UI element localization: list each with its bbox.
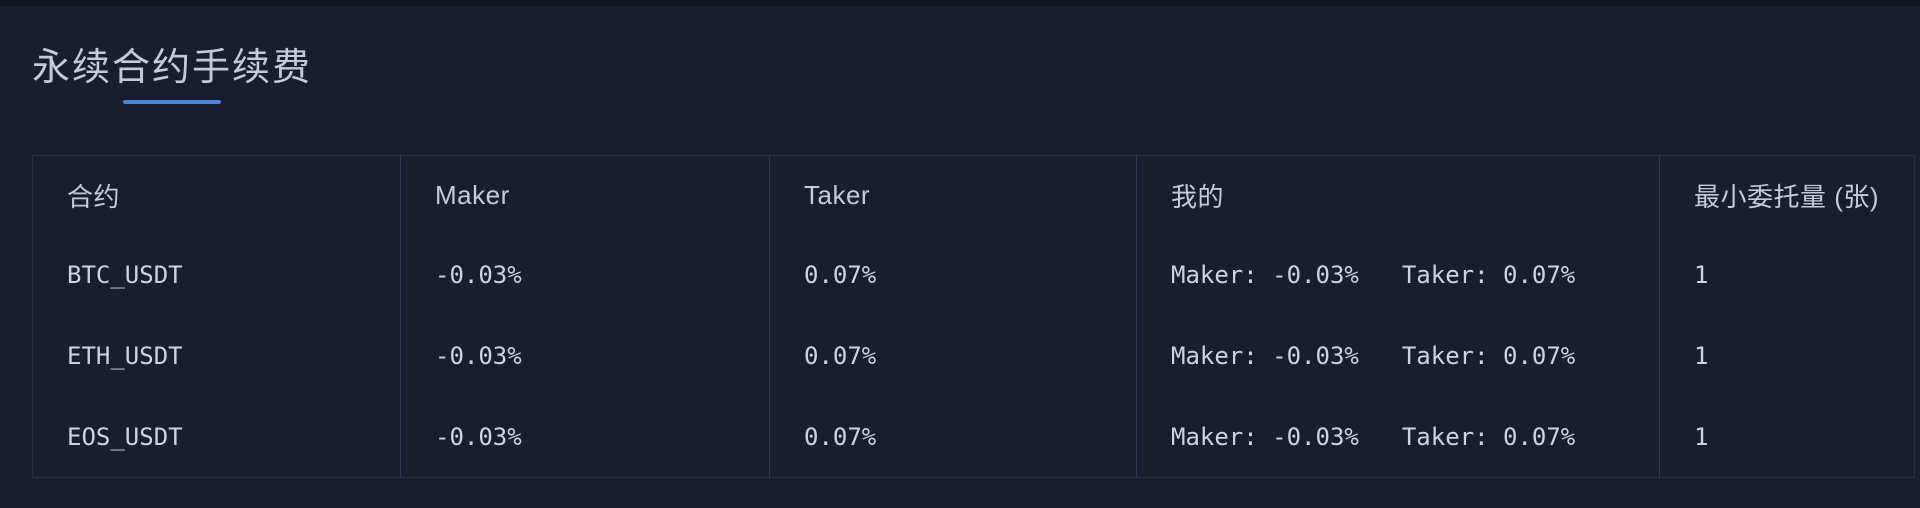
my-maker-fee: Maker: -0.03% [1171, 422, 1359, 451]
col-header-taker: Taker [770, 156, 1137, 234]
table-row-btc-usdt: BTC_USDT -0.03% 0.07% Maker: -0.03% Take… [33, 234, 1914, 315]
cell-contract: EOS_USDT [33, 396, 401, 477]
cell-maker-fee: -0.03% [401, 396, 770, 477]
cell-maker-fee: -0.03% [401, 315, 770, 396]
cell-contract: BTC_USDT [33, 234, 401, 315]
perpetual-fees-table: 合约 Maker Taker 我的 最小委托量 (张) BTC_USDT -0.… [32, 155, 1915, 478]
cell-taker-fee: 0.07% [770, 315, 1137, 396]
page-title-block: 永续合约手续费 [32, 46, 312, 104]
title-underline [123, 100, 221, 104]
my-taker-fee: Taker: 0.07% [1401, 341, 1576, 370]
table-row-eth-usdt: ETH_USDT -0.03% 0.07% Maker: -0.03% Take… [33, 315, 1914, 396]
table-row-eos-usdt: EOS_USDT -0.03% 0.07% Maker: -0.03% Take… [33, 396, 1914, 477]
cell-taker-fee: 0.07% [770, 396, 1137, 477]
page-title: 永续合约手续费 [32, 47, 313, 89]
top-navbar-edge [0, 0, 1920, 6]
cell-contract: ETH_USDT [33, 315, 401, 396]
cell-my-fees: Maker: -0.03% Taker: 0.07% [1137, 315, 1660, 396]
cell-min-order: 1 [1694, 422, 1709, 451]
col-header-my-fees: 我的 [1137, 156, 1660, 234]
col-header-maker: Maker [401, 156, 770, 234]
table-header-row: 合约 Maker Taker 我的 最小委托量 (张) [33, 156, 1914, 234]
my-maker-fee: Maker: -0.03% [1171, 260, 1359, 289]
my-taker-fee: Taker: 0.07% [1401, 422, 1576, 451]
cell-min-order: 1 [1694, 341, 1709, 370]
cell-min-order: 1 [1694, 260, 1709, 289]
my-taker-fee: Taker: 0.07% [1401, 260, 1576, 289]
cell-my-fees: Maker: -0.03% Taker: 0.07% [1137, 396, 1660, 477]
cell-maker-fee: -0.03% [401, 234, 770, 315]
col-header-contract: 合约 [33, 156, 401, 234]
cell-my-fees: Maker: -0.03% Taker: 0.07% [1137, 234, 1660, 315]
cell-taker-fee: 0.07% [770, 234, 1137, 315]
my-maker-fee: Maker: -0.03% [1171, 341, 1359, 370]
col-header-min-order: 最小委托量 (张) [1694, 181, 1880, 212]
